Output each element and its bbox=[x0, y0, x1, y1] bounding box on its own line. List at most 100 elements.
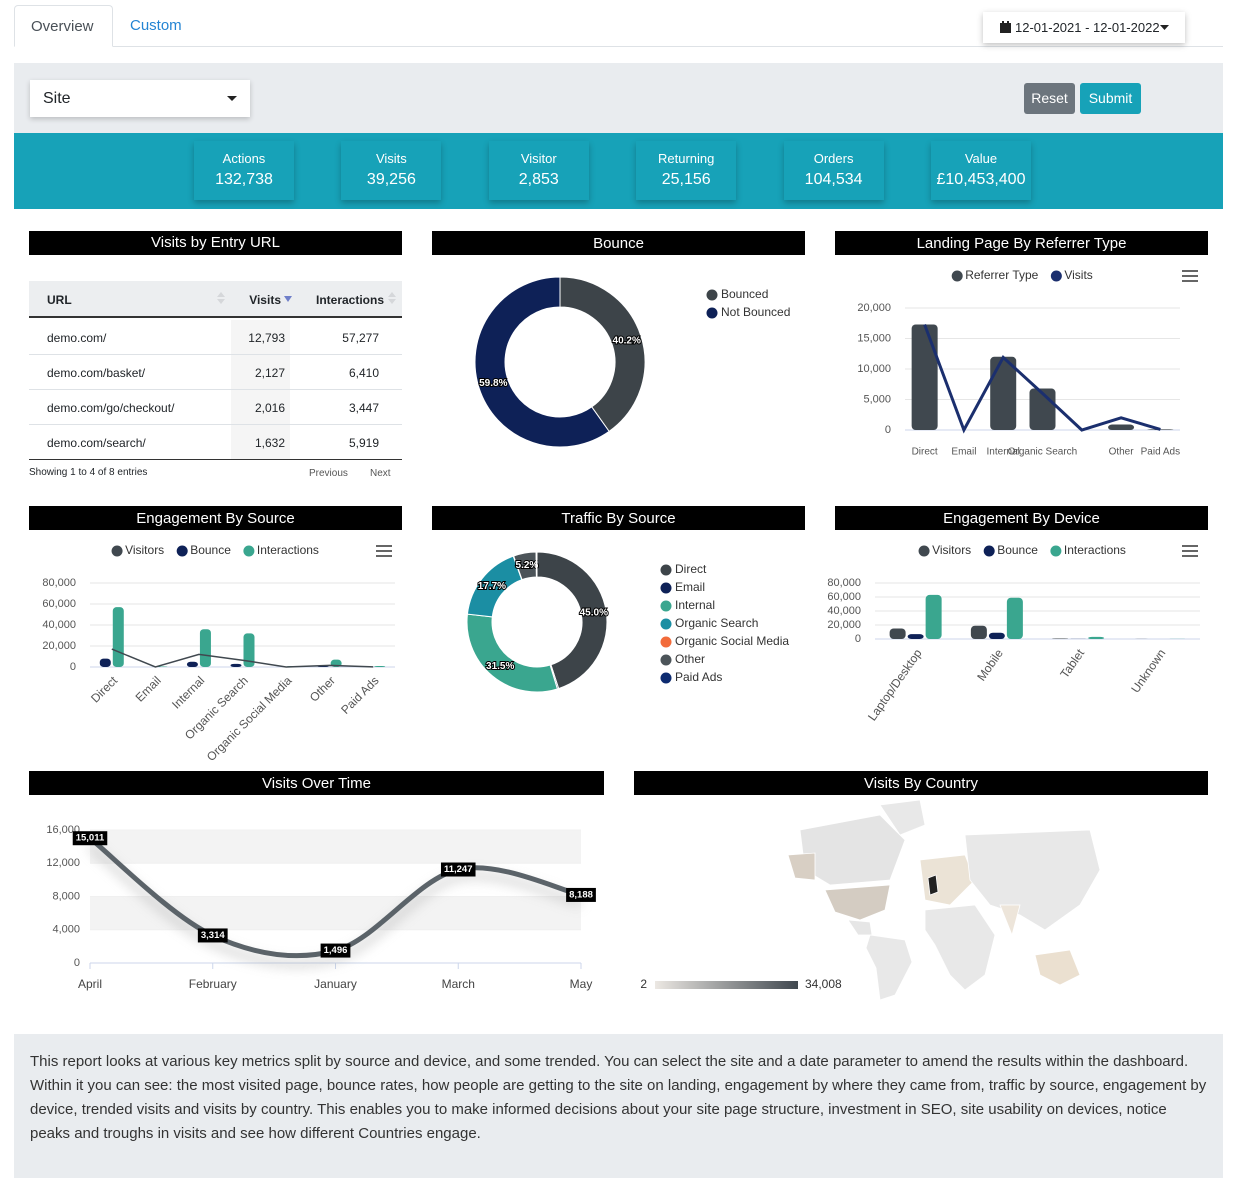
chart-menu[interactable] bbox=[376, 545, 392, 557]
x-tick-label: Other bbox=[1109, 447, 1135, 458]
panel-title: Landing Page By Referrer Type bbox=[917, 235, 1127, 252]
table-info: Showing 1 to 4 of 8 entries bbox=[29, 467, 148, 478]
y-tick-label: 80,000 bbox=[827, 577, 861, 589]
bar bbox=[99, 658, 111, 667]
country bbox=[924, 904, 996, 991]
bar bbox=[230, 663, 242, 667]
panel-header bbox=[29, 506, 402, 530]
legend-label: Organic Social Media bbox=[675, 634, 789, 648]
legend: Visitors Bounce Interactions bbox=[918, 543, 1126, 557]
sort-icon[interactable] bbox=[217, 291, 225, 305]
bar bbox=[1006, 597, 1023, 639]
country bbox=[865, 934, 913, 1001]
kpi-label: Value bbox=[964, 151, 998, 166]
bar bbox=[925, 594, 942, 639]
tab[interactable]: Custom bbox=[130, 17, 182, 34]
x-tick-label: Laptop/Desktop bbox=[865, 646, 925, 723]
legend-label: Bounce bbox=[997, 543, 1038, 557]
date-picker[interactable]: 12-01-2021 - 12-01-2022 bbox=[983, 12, 1185, 43]
table-cell: 3,447 bbox=[348, 401, 379, 415]
kpi-value: 25,156 bbox=[661, 171, 711, 188]
grid-band bbox=[90, 830, 581, 864]
slice-label: 5.2% bbox=[516, 560, 539, 571]
x-tick-label: February bbox=[189, 977, 237, 991]
legend-swatch bbox=[660, 564, 672, 576]
column-header[interactable]: Visits bbox=[249, 293, 281, 307]
legend-swatch bbox=[1050, 270, 1062, 282]
tab-rule bbox=[14, 46, 1223, 47]
entry-table: Visits by Entry URL URL Visits Interactions… bbox=[29, 231, 402, 491]
slice-label: 31.5% bbox=[486, 661, 514, 672]
legend-swatch bbox=[918, 545, 930, 557]
table-cell: 57,277 bbox=[342, 331, 379, 345]
x-tick-label: Organic Search bbox=[1008, 447, 1077, 458]
y-tick-label: 20,000 bbox=[42, 640, 76, 652]
value-label: 15,011 bbox=[72, 831, 108, 846]
site-select[interactable]: Site bbox=[30, 80, 250, 117]
x-tick-label: Direct bbox=[88, 673, 121, 706]
panel-title: Traffic By Source bbox=[561, 510, 675, 527]
chart-menu[interactable] bbox=[1182, 545, 1198, 557]
panel-header bbox=[634, 771, 1208, 795]
country bbox=[879, 799, 926, 836]
slice bbox=[536, 551, 608, 690]
series-line bbox=[923, 323, 1161, 434]
reset-button[interactable]: Reset bbox=[1024, 83, 1075, 114]
bar bbox=[907, 634, 924, 639]
legend-label: Not Bounced bbox=[721, 305, 790, 319]
panel-title: Visits By Country bbox=[864, 775, 978, 792]
bar bbox=[186, 661, 198, 667]
calendar-icon bbox=[1000, 21, 1011, 33]
bar bbox=[243, 633, 255, 667]
table-cell: demo.com/go/checkout/ bbox=[47, 401, 175, 415]
row-rule bbox=[29, 424, 402, 425]
country bbox=[927, 874, 939, 896]
x-tick-label: Email bbox=[951, 447, 976, 458]
legend-label: Bounced bbox=[721, 287, 768, 301]
kpi-label: Actions bbox=[222, 151, 266, 166]
line-shadow bbox=[88, 843, 582, 967]
legend-label: Internal bbox=[675, 598, 715, 612]
panel-title: Visits Over Time bbox=[262, 775, 371, 792]
bar bbox=[1108, 424, 1135, 430]
value-label-box bbox=[72, 831, 108, 846]
column-header[interactable]: Interactions bbox=[315, 293, 384, 307]
y-tick-label: 16,000 bbox=[46, 824, 80, 836]
legend-swatch bbox=[660, 582, 672, 594]
y-tick-label: 15,000 bbox=[857, 332, 891, 344]
site-select-label: Site bbox=[43, 90, 71, 107]
value-label-box bbox=[320, 943, 351, 958]
y-tick-label: 10,000 bbox=[857, 363, 891, 375]
x-tick-label: Internal bbox=[169, 673, 207, 711]
value-label-text: 8,188 bbox=[569, 889, 593, 900]
bar bbox=[112, 607, 124, 667]
date-range: 12-01-2021 - 12-01-2022 bbox=[1015, 20, 1160, 35]
table-cell: 1,632 bbox=[254, 436, 285, 450]
chart-menu[interactable] bbox=[1182, 270, 1198, 282]
legend-label: Bounce bbox=[190, 543, 231, 557]
legend-label: Other bbox=[675, 652, 705, 666]
submit-button[interactable]: Submit bbox=[1080, 83, 1141, 114]
column-header[interactable]: URL bbox=[47, 293, 72, 307]
y-tick-label: 5,000 bbox=[863, 393, 891, 405]
value-label: 8,188 bbox=[566, 887, 596, 902]
kpi-value: £10,453,400 bbox=[936, 171, 1026, 188]
value-label-box bbox=[566, 887, 596, 902]
bar bbox=[970, 625, 987, 639]
bar bbox=[889, 628, 906, 639]
sort-icon[interactable] bbox=[284, 291, 292, 305]
pager-button[interactable]: Next bbox=[370, 468, 391, 479]
pager-button[interactable]: Previous bbox=[309, 468, 348, 479]
y-tick-label: 60,000 bbox=[42, 598, 76, 610]
x-tick-label: Direct bbox=[912, 447, 938, 458]
y-tick-label: 20,000 bbox=[827, 619, 861, 631]
tab[interactable]: Overview bbox=[14, 5, 113, 47]
panel-header bbox=[432, 231, 805, 255]
value-label-box bbox=[440, 862, 476, 877]
value-label-text: 3,314 bbox=[201, 930, 225, 941]
description: This report looks at various key metrics… bbox=[14, 1034, 1223, 1178]
sort-icon[interactable] bbox=[388, 291, 396, 305]
x-tick-label: Unknown bbox=[1128, 647, 1168, 696]
y-tick-label: 0 bbox=[855, 633, 861, 645]
